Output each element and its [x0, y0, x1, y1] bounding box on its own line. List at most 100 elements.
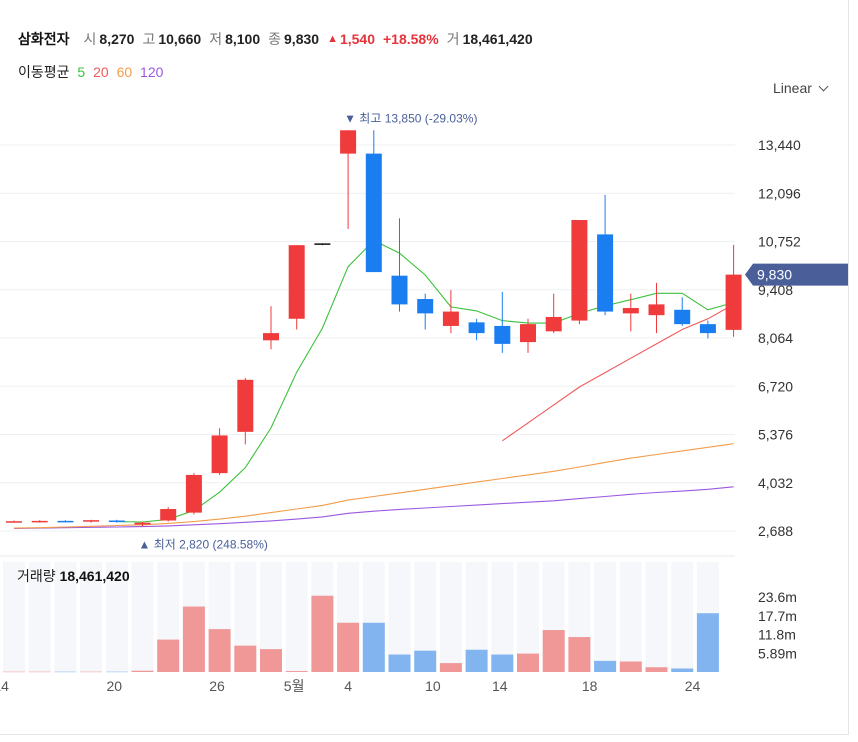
volume-tick-label: 5.89m: [758, 645, 797, 661]
volume-background-column: [414, 562, 437, 672]
scale-dropdown[interactable]: Linear: [773, 80, 829, 96]
close-value: 9,830: [284, 31, 320, 47]
high-value: 10,660: [158, 31, 202, 47]
volume-bar: [105, 671, 128, 673]
volume-bar: [337, 622, 360, 672]
volume-background-column: [131, 562, 154, 672]
candle-body: [314, 243, 331, 245]
candle-body: [417, 299, 434, 314]
volume-bar: [260, 649, 282, 672]
volume-background-column: [234, 562, 257, 672]
volume-tick-label: 23.6m: [758, 589, 797, 605]
price-tick-label: 5,376: [758, 427, 793, 443]
candle-body: [520, 324, 536, 343]
volume-bar: [388, 654, 411, 672]
scale-label: Linear: [773, 80, 812, 96]
volume-bar: [671, 668, 694, 672]
volume-bar: [157, 639, 180, 672]
volume-bar: [414, 650, 437, 672]
candle-body: [699, 324, 716, 334]
price-tick-label: 10,752: [758, 234, 801, 250]
volume-bar: [517, 653, 539, 672]
x-tick-label: 26: [209, 678, 225, 694]
volume-bar: [182, 606, 205, 672]
moving-average-legend: 이동평균 5 20 60 120: [18, 62, 167, 82]
candle-body: [263, 333, 279, 341]
ma-label: 이동평균: [18, 64, 70, 80]
candle-body: [468, 322, 485, 334]
volume-bar: [131, 670, 154, 672]
ma-5-label[interactable]: 5: [77, 64, 86, 80]
volume-bar: [28, 671, 51, 673]
volume-bar: [465, 649, 488, 672]
volume-background-column: [260, 562, 282, 672]
candle-body: [622, 307, 639, 314]
volume-bar: [311, 595, 334, 672]
candle-body: [31, 520, 48, 523]
volume-background-column: [388, 562, 411, 672]
x-tick-label: 10: [425, 678, 441, 694]
candle-body: [545, 316, 562, 332]
volume-background-column: [671, 562, 694, 672]
price-tick-label: 9,408: [758, 282, 793, 298]
volume-background-column: [645, 562, 668, 672]
volume-background-column: [517, 562, 539, 672]
volume-bar: [439, 663, 462, 672]
ma-60-line: [13, 443, 734, 529]
volume-title: 거래량 18,461,420: [17, 566, 130, 586]
low-label: 저: [209, 31, 223, 47]
candle-body: [185, 474, 202, 513]
volume-bar: [696, 613, 719, 672]
x-tick-label: 5월: [284, 678, 305, 694]
ma-60-label[interactable]: 60: [116, 64, 133, 80]
price-tick-label: 4,032: [758, 475, 793, 491]
candle-body: [571, 220, 588, 321]
low-value: 8,100: [225, 31, 261, 47]
volume-label: 거: [446, 31, 460, 47]
open-label: 시: [83, 31, 97, 47]
volume-background-column: [285, 562, 308, 672]
volume-background-column: [80, 562, 103, 672]
candle-body: [57, 520, 74, 523]
ma-5-line: [116, 239, 734, 523]
volume-background-column: [105, 562, 128, 672]
x-tick-label: 24: [685, 678, 701, 694]
ma-120-label[interactable]: 120: [140, 64, 164, 80]
x-tick-label: 4: [344, 678, 352, 694]
volume-bar: [208, 629, 231, 672]
up-arrow-icon: ▲: [327, 33, 338, 45]
price-tick-label: 13,440: [758, 137, 801, 153]
candle-body: [160, 509, 177, 521]
volume-background-column: [439, 562, 462, 672]
candle-body: [597, 234, 614, 312]
candle-body: [674, 309, 691, 325]
current-price-label: 9,830: [757, 267, 792, 283]
candle-body: [237, 379, 254, 432]
low-price-marker: ▲ 최저 2,820 (248.58%): [139, 537, 268, 551]
ma-20-label[interactable]: 20: [93, 64, 109, 80]
candle-body: [83, 520, 100, 522]
price-tick-label: 8,064: [758, 330, 793, 346]
candle-body: [108, 520, 125, 523]
open-value: 8,270: [99, 31, 135, 47]
candle-body: [134, 522, 151, 525]
volume-background-column: [619, 562, 642, 672]
volume-background-column: [465, 562, 488, 672]
candle-body: [288, 245, 305, 319]
volume-tick-label: 11.8m: [758, 627, 796, 643]
candle-body: [442, 311, 459, 326]
ma-20-line: [501, 303, 734, 442]
candle-body: [365, 153, 382, 273]
volume-tick-label: 17.7m: [758, 608, 797, 624]
stock-name: 삼화전자: [18, 31, 70, 47]
current-price-tag: [745, 263, 848, 286]
volume-background-column: [54, 562, 77, 672]
volume-bar: [619, 661, 642, 672]
price-tick-label: 12,096: [758, 185, 801, 201]
candle-body: [211, 435, 228, 474]
quote-header: 삼화전자 시 8,270 고 10,660 저 8,100 종 9,830 ▲ …: [18, 28, 541, 50]
ma-120-line: [13, 486, 734, 529]
volume-bar: [362, 622, 385, 672]
change-value: 1,540: [339, 31, 375, 47]
